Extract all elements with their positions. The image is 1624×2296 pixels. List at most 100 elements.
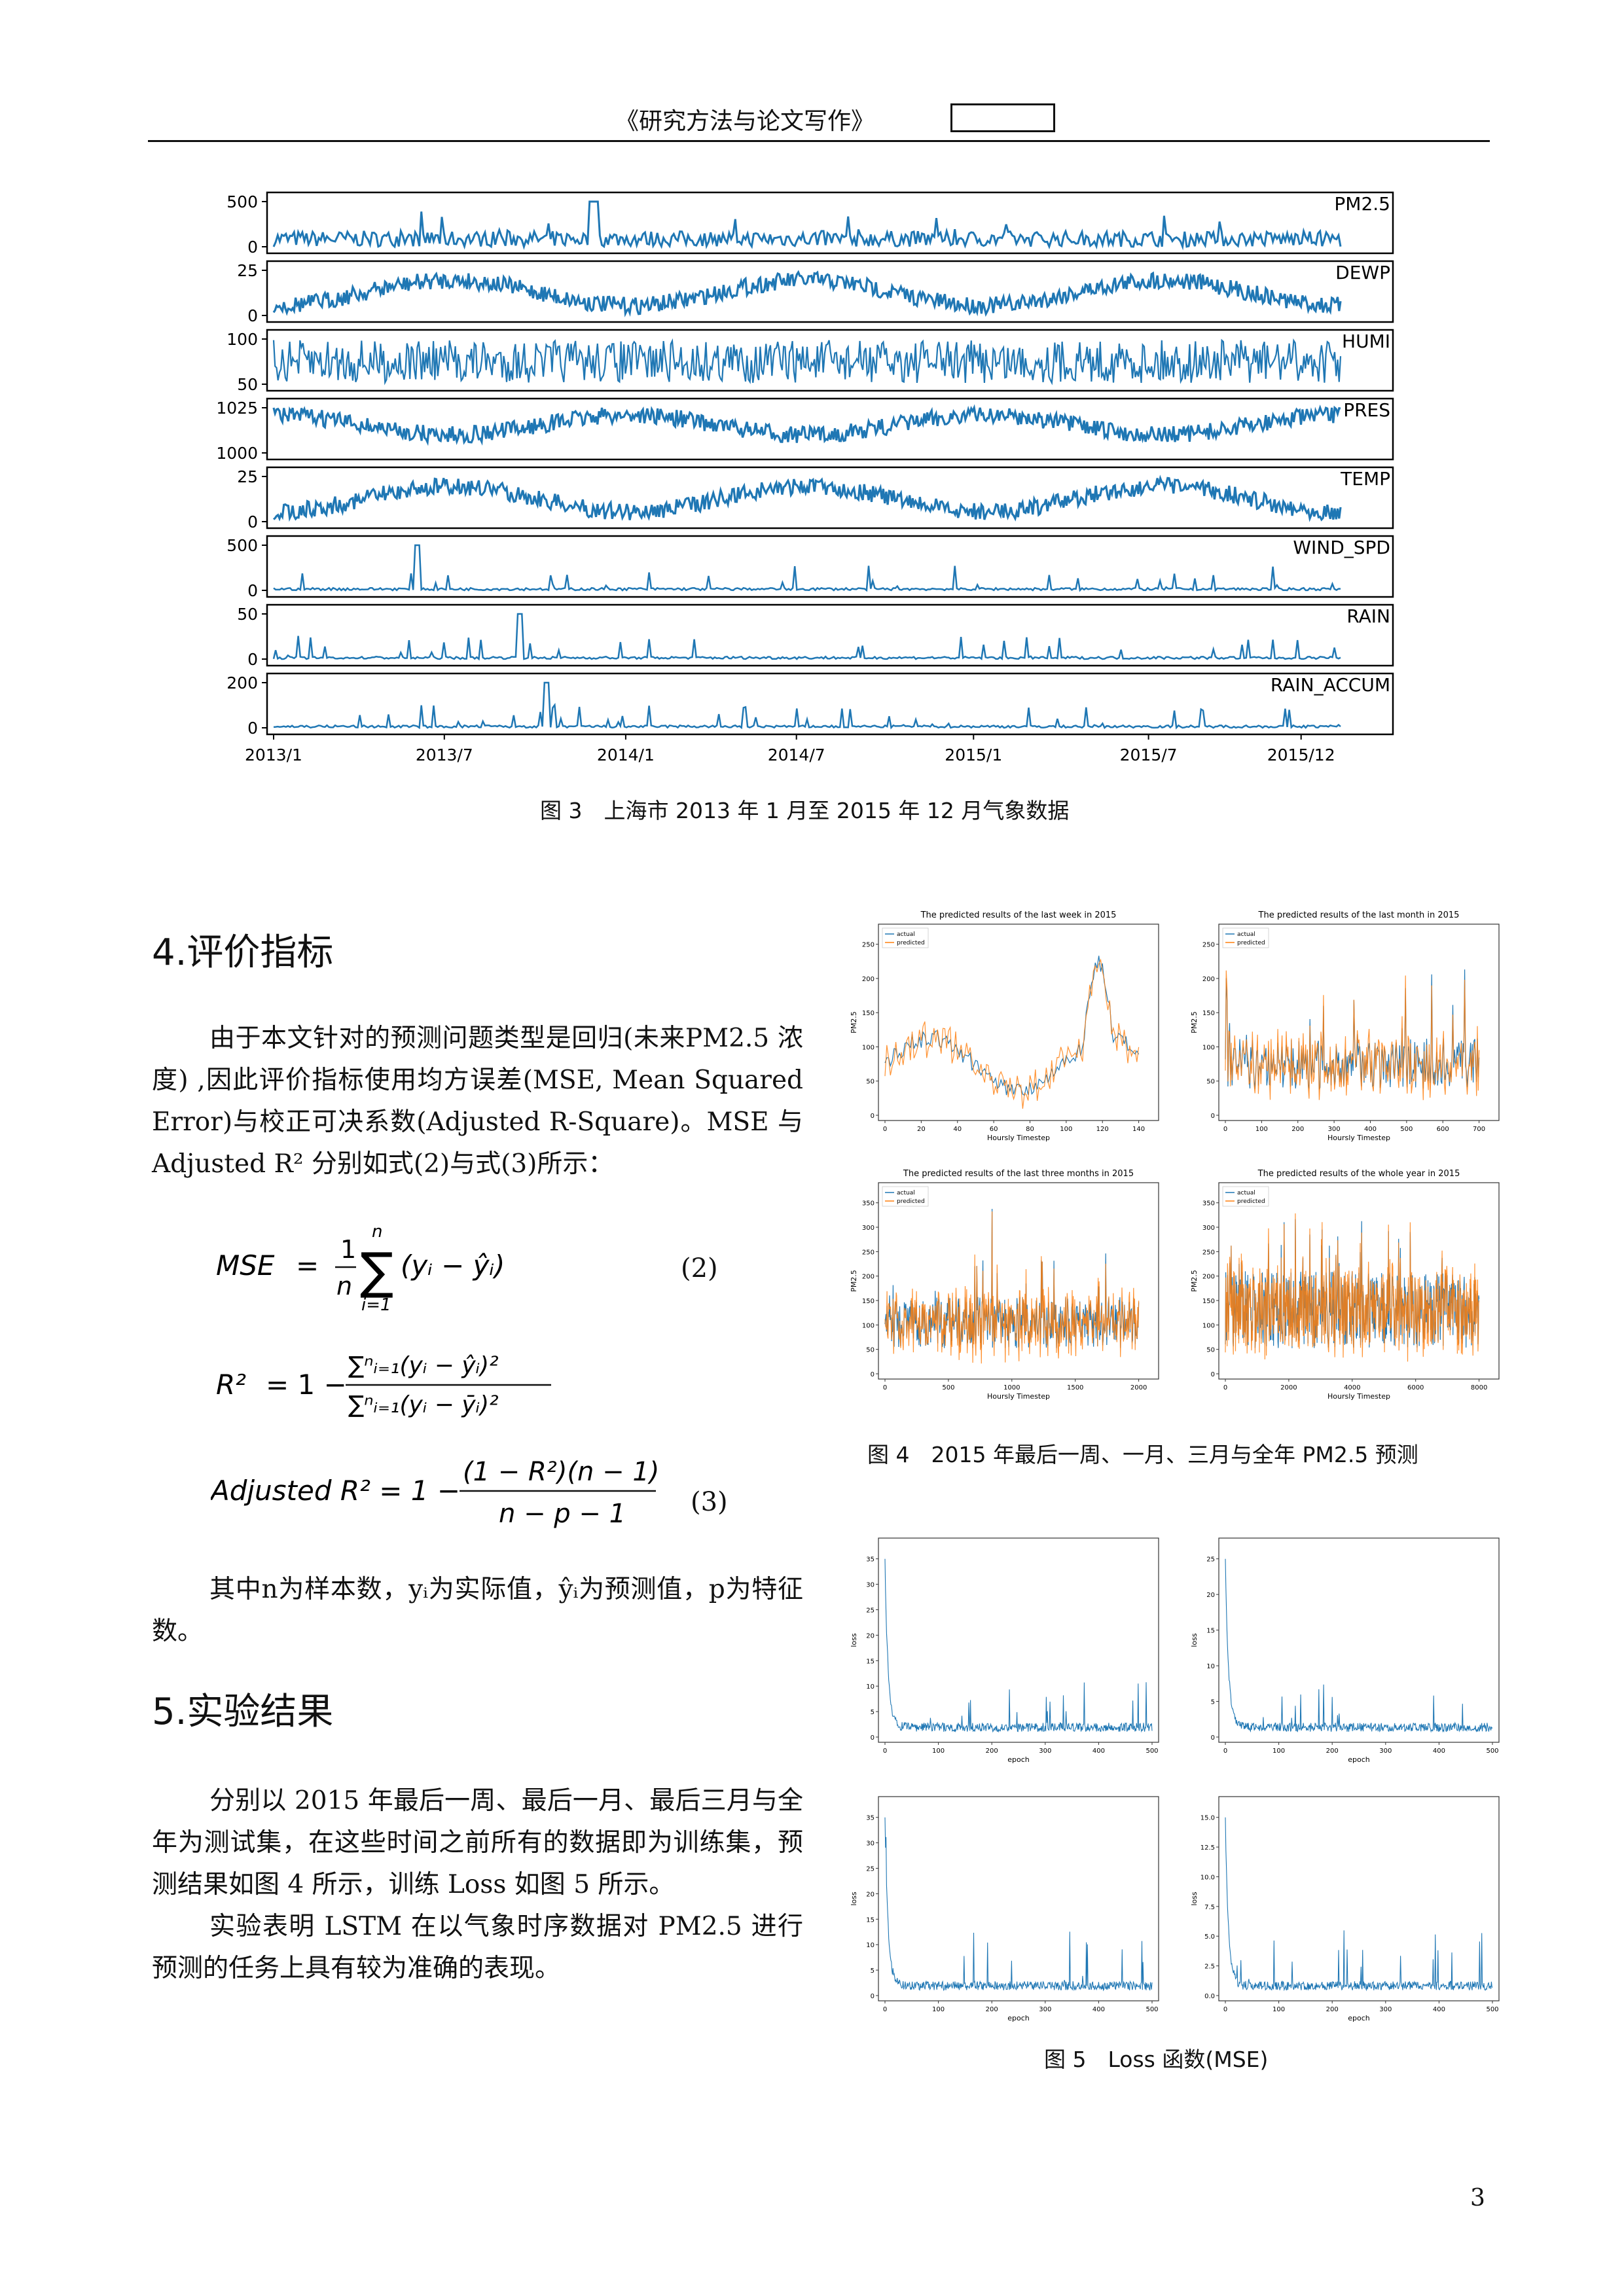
x-tick-label: 400 (1092, 1748, 1105, 1755)
y-tick-label: 25 (866, 1865, 875, 1873)
x-tick-label: 20 (917, 1126, 926, 1133)
section-5-heading: 5.实验结果 (152, 1691, 334, 1733)
x-tick-label: 200 (986, 2006, 998, 2013)
subplot-title: The predicted results of the last month … (1258, 910, 1460, 920)
y-tick-label: 25 (237, 467, 258, 486)
y-tick-label: 1000 (216, 444, 258, 463)
x-axis-label: epoch (1348, 1755, 1370, 1764)
x-tick-label: 1500 (1067, 1384, 1083, 1391)
y-tick-label: 10 (1206, 1663, 1215, 1670)
y-tick-label: 25 (866, 1607, 875, 1614)
y-tick-label: 200 (226, 673, 258, 692)
y-tick-label: 200 (862, 976, 875, 983)
x-tick-label: 140 (1132, 1126, 1145, 1133)
x-tick-label: 300 (1328, 1126, 1341, 1133)
y-tick-label: 15 (1206, 1628, 1215, 1635)
x-tick-label: 60 (990, 1126, 998, 1133)
legend-box (882, 927, 929, 948)
y-tick-label: 100 (1202, 1044, 1215, 1051)
equation-2-number: (2) (681, 1253, 718, 1283)
y-tick-label: 0 (871, 1993, 875, 2000)
subplot-title: The predicted results of the last week i… (920, 910, 1117, 920)
y-axis-label: PM2.5 (1190, 1270, 1199, 1292)
x-tick-label: 700 (1473, 1126, 1485, 1133)
section-5-paragraph: 分别以 2015 年最后一周、最后一月、最后三月与全年为测试集，在这些时间之前所… (152, 1780, 803, 1990)
series-line (272, 338, 1342, 386)
panel-temp: 25 0 TEMP (237, 466, 1394, 531)
series-line (272, 475, 1342, 522)
subplot-frame (878, 1796, 1159, 2001)
panel-series-label: PRES (1343, 399, 1390, 421)
panel-frame (266, 535, 1394, 598)
y-tick-label: 50 (237, 375, 258, 394)
y-tick-label: 15 (866, 1658, 875, 1665)
y-tick-label: 0 (871, 1734, 875, 1742)
x-tick-label: 0 (883, 1126, 887, 1133)
x-tick-label: 500 (1486, 1748, 1498, 1755)
series-actual (884, 956, 1140, 1096)
y-tick-label: 100 (862, 1322, 875, 1329)
y-axis-label: loss (1190, 1892, 1199, 1906)
x-tick-label: 100 (1272, 1748, 1285, 1755)
x-tick-label: 0 (1223, 1748, 1227, 1755)
y-tick-label: 0 (247, 581, 258, 600)
header-rule (148, 140, 1490, 142)
x-tick-label: 400 (1433, 2006, 1445, 2013)
x-tick-label: 2015/1 (945, 745, 1002, 764)
section-4-paragraph: 由于本文针对的预测问题类型是回归(未来PM2.5 浓度) ,因此评价指标使用均方… (152, 1018, 803, 1185)
r2-lhs: R² (216, 1369, 246, 1401)
legend-label-predicted: predicted (1237, 1198, 1265, 1205)
series-predicted (884, 958, 1140, 1109)
section-4-paragraph-2: 其中n为样本数，yᵢ为实际值，ŷᵢ为预测值，p为特征数。 (152, 1569, 803, 1653)
eq3-lhs: Adjusted R² = 1 − (211, 1475, 460, 1507)
x-tick-label: 500 (942, 1384, 954, 1391)
y-tick-label: 350 (1202, 1200, 1215, 1208)
x-axis-label: Hoursly Timestep (1327, 1134, 1390, 1142)
figure-4-caption: 图 4 2015 年最后一周、一月、三月与全年 PM2.5 预测 (867, 1442, 1418, 1467)
y-tick-label: 5 (1211, 1699, 1215, 1706)
series-predicted (1225, 1213, 1480, 1362)
y-tick-label: 0.0 (1204, 1993, 1215, 2000)
eq2-sum-upper: n (372, 1222, 382, 1242)
panel-series-label: HUMI (1342, 331, 1390, 352)
panel-frame (266, 603, 1394, 667)
x-axis-label: epoch (1007, 2014, 1030, 2022)
series-line (273, 681, 1341, 730)
x-tick-label: 8000 (1471, 1384, 1487, 1391)
x-tick-label: 120 (1096, 1126, 1109, 1133)
y-tick-label: 15 (866, 1916, 875, 1924)
prediction-plot-2: The predicted results of the last month … (1190, 910, 1500, 1142)
y-tick-label: 5.0 (1204, 1933, 1215, 1941)
eq2-one: 1 (340, 1235, 356, 1264)
x-tick-label: 200 (986, 1748, 998, 1755)
series-line (272, 200, 1342, 251)
y-axis-label: PM2.5 (851, 1270, 858, 1292)
eq2-sum-sign: ∑ (360, 1242, 393, 1300)
panel-series-label: WIND_SPD (1293, 537, 1390, 558)
y-tick-label: 200 (1202, 976, 1215, 983)
x-tick-label: 500 (1146, 2006, 1158, 2013)
eq2-n: n (336, 1272, 352, 1300)
legend-box (1222, 1186, 1269, 1207)
x-tick-label: 400 (1433, 1748, 1445, 1755)
running-header-title: 《研究方法与论文写作》 (615, 108, 875, 135)
eq2-sum-lower: i=1 (361, 1295, 391, 1315)
y-tick-label: 12.5 (1200, 1844, 1215, 1852)
legend-box (882, 1186, 929, 1207)
panel-rain: 50 0 RAIN (237, 603, 1394, 669)
equation-3-number: (3) (691, 1487, 728, 1517)
legend-label-predicted: predicted (897, 940, 925, 946)
x-tick-label: 500 (1146, 1748, 1158, 1755)
loss-plot-4: 0.0 2.5 5.0 7.5 10.0 12.5 15.0 0 100 200 300 400 500… (1190, 1796, 1500, 2022)
equation-r2-formula: R² = 1 − ∑ⁿᵢ₌₁(yᵢ − ŷᵢ)² ∑ⁿᵢ₌₁(yᵢ − ȳᵢ)² (216, 1352, 551, 1418)
x-tick-label: 500 (1486, 2006, 1498, 2013)
y-tick-label: 0 (1211, 1734, 1215, 1742)
eq2-body: (yᵢ − ŷᵢ) (401, 1249, 505, 1282)
legend-box (1222, 927, 1269, 948)
eq2-equals: = (296, 1249, 319, 1282)
y-tick-label: 150 (1202, 1010, 1215, 1017)
x-tick-label: 600 (1437, 1126, 1449, 1133)
header-empty-box (950, 103, 1055, 132)
y-tick-label: 50 (237, 605, 258, 624)
